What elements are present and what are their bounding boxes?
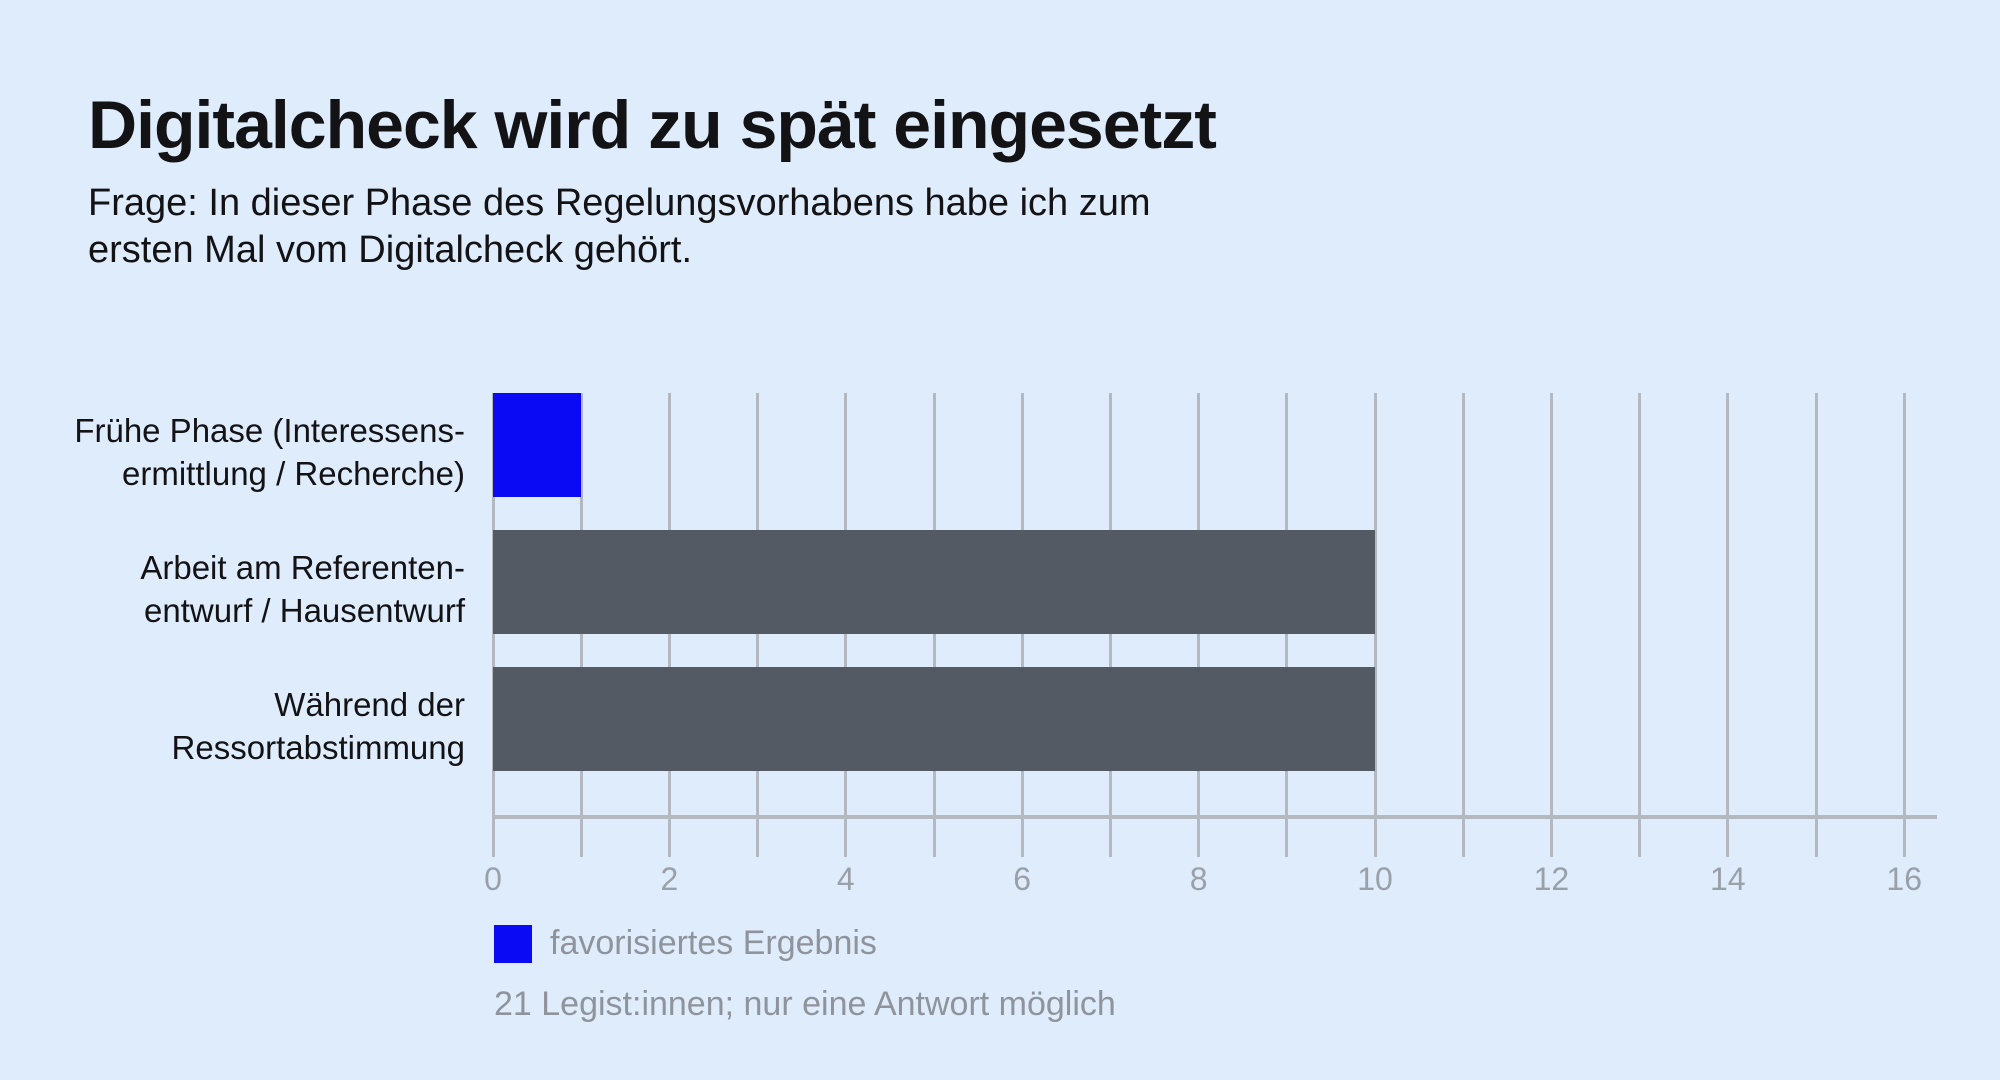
legend-label: favorisiertes Ergebnis <box>550 924 877 962</box>
subtitle-line-1: Frage: In dieser Phase des Regelungsvorh… <box>88 182 1151 224</box>
x-tick-label-6: 6 <box>1013 861 1032 897</box>
bar-1 <box>493 393 582 497</box>
bar-2 <box>493 530 1375 634</box>
chart-title: Digitalcheck wird zu spät eingesetzt <box>88 87 1217 163</box>
legend-color-swatch <box>494 924 532 963</box>
x-axis-line <box>493 815 1937 819</box>
gridline-14 <box>1726 393 1730 857</box>
gridline-11 <box>1461 393 1465 857</box>
category-label-2: Arbeit am Referenten- entwurf / Hausentw… <box>140 549 465 629</box>
gridline-10 <box>1373 393 1377 857</box>
chart-subtitle: Frage: In dieser Phase des Regelungsvorh… <box>88 180 1151 274</box>
subtitle-line-2: ersten Mal vom Digitalcheck gehört. <box>88 229 693 271</box>
x-tick-label-10: 10 <box>1357 861 1393 897</box>
category-label-3: Während der Ressortabstimmung <box>171 686 465 766</box>
x-tick-label-12: 12 <box>1533 861 1570 897</box>
gridline-15 <box>1814 393 1818 857</box>
gridline-12 <box>1549 393 1553 857</box>
x-tick-label-14: 14 <box>1710 861 1746 897</box>
x-tick-label-2: 2 <box>660 861 679 897</box>
legend: favorisiertes Ergebnis <box>494 924 877 963</box>
gridline-16 <box>1902 393 1906 857</box>
footnote: 21 Legist:innen; nur eine Antwort möglic… <box>494 985 1116 1023</box>
x-tick-label-0: 0 <box>484 861 502 897</box>
x-tick-label-4: 4 <box>836 861 855 897</box>
category-label-1: Frühe Phase (Interessens- ermittlung / R… <box>74 412 465 492</box>
x-tick-label-16: 16 <box>1886 861 1922 897</box>
gridline-13 <box>1638 393 1642 857</box>
bar-3 <box>493 667 1375 771</box>
x-tick-label-8: 8 <box>1189 861 1208 897</box>
